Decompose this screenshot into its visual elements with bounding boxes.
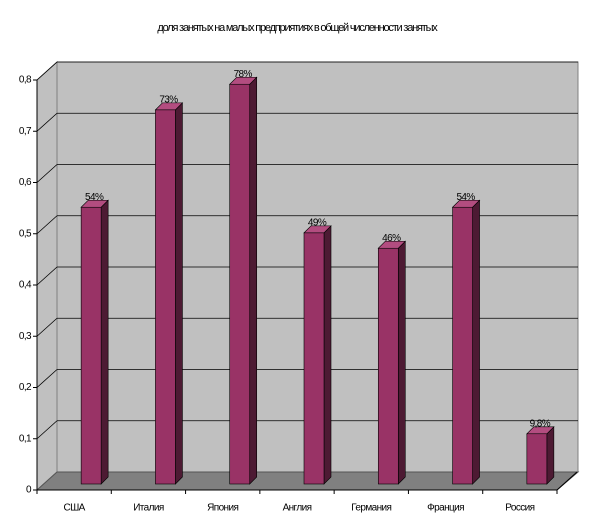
grid-line xyxy=(36,112,58,132)
x-tick-label: Германия xyxy=(351,503,391,514)
bar xyxy=(229,83,251,485)
bar xyxy=(526,433,548,485)
grid-line xyxy=(36,369,58,388)
bar-side xyxy=(249,76,258,485)
x-axis xyxy=(556,471,578,491)
x-tick-label: Россия xyxy=(505,503,534,514)
value-label: 46% xyxy=(382,233,401,244)
bar xyxy=(80,206,102,485)
x-tick-label: Франция xyxy=(427,503,464,514)
grid-line xyxy=(36,164,58,183)
value-label: 9,8% xyxy=(530,418,551,429)
value-label: 78% xyxy=(234,69,253,80)
y-tick-label: 0 xyxy=(26,485,32,496)
chart-title: доля занятых на малых предприятиях в общ… xyxy=(157,22,438,34)
y-tick-label: 0,8 xyxy=(19,75,32,86)
y-tick-label: 0,3 xyxy=(19,331,32,342)
y-tick-label: 0,6 xyxy=(19,177,32,188)
bar-side xyxy=(100,199,109,485)
value-label: 54% xyxy=(85,192,104,203)
bar-side xyxy=(472,199,480,485)
y-tick-label: 0,7 xyxy=(19,126,32,137)
bar xyxy=(377,247,399,485)
bar-side xyxy=(397,240,406,485)
bar xyxy=(452,206,473,485)
y-tick-label: 0,4 xyxy=(19,280,32,291)
grid-line xyxy=(36,317,58,337)
grid-line xyxy=(36,61,58,81)
value-label: 73% xyxy=(159,95,178,106)
value-label: 54% xyxy=(456,192,475,203)
x-tick-label: Япония xyxy=(207,503,238,514)
bar xyxy=(155,109,176,485)
grid-line xyxy=(36,266,58,286)
bar-side xyxy=(323,225,332,485)
x-tick-label: Италия xyxy=(133,503,164,514)
bar xyxy=(303,232,325,485)
grid-line xyxy=(36,215,58,235)
x-tick-label: США xyxy=(64,503,86,514)
bar-side xyxy=(546,426,555,485)
y-tick-label: 0,5 xyxy=(19,228,32,239)
value-label: 49% xyxy=(308,218,327,229)
y-tick-label: 0,2 xyxy=(19,382,32,393)
bar-side xyxy=(175,102,183,485)
grid-line xyxy=(36,420,58,440)
x-tick-label: Англия xyxy=(283,503,312,514)
y-tick-label: 0,1 xyxy=(19,433,32,444)
